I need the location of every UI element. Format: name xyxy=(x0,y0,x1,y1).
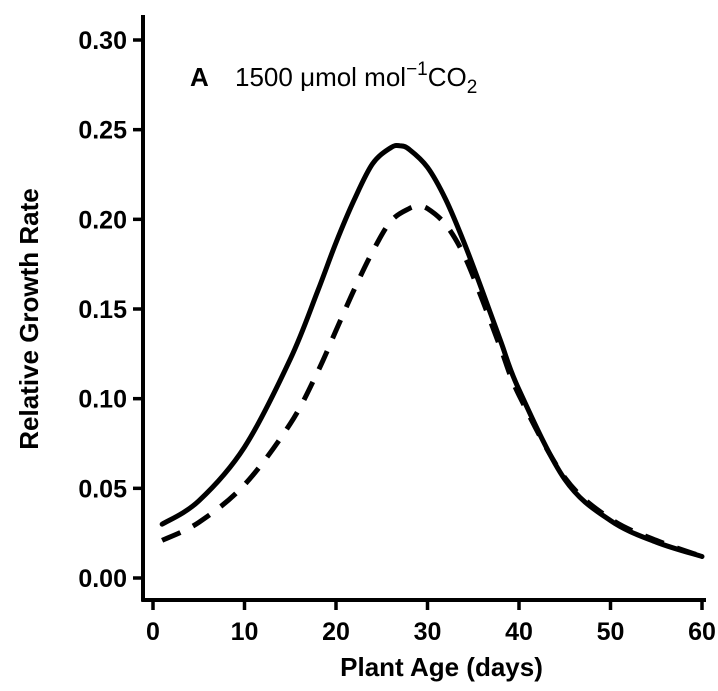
series-layer xyxy=(159,142,705,559)
panel-letter: A xyxy=(190,62,209,92)
label-layer: 0.00 0.05 0.10 0.15 0.20 0.25 0.30 0 10 20 30 40 50 6… xyxy=(14,27,716,682)
y-axis-title: Relative Growth Rate xyxy=(14,188,44,450)
y-tick-label: 0.30 xyxy=(78,27,127,55)
x-tick-label: 50 xyxy=(597,618,625,646)
solid-series-line xyxy=(159,142,705,559)
x-tick-label: 40 xyxy=(505,618,533,646)
x-tick-label: 0 xyxy=(146,618,160,646)
x-tick-label: 10 xyxy=(231,618,259,646)
x-tick-label: 60 xyxy=(688,618,716,646)
co2-concentration-annotation: 1500 μmol mol−1CO2 xyxy=(235,59,477,98)
y-tick-label: 0.00 xyxy=(78,565,127,593)
x-tick-label: 20 xyxy=(322,618,350,646)
y-tick-label: 0.10 xyxy=(78,386,127,414)
y-tick-label: 0.15 xyxy=(78,296,127,324)
y-tick-label: 0.05 xyxy=(78,475,127,503)
y-tick-label: 0.25 xyxy=(78,117,127,145)
dashed-series-line xyxy=(161,204,703,559)
x-tick-label: 30 xyxy=(414,618,442,646)
axes-layer xyxy=(133,15,706,610)
y-tick-label: 0.20 xyxy=(78,206,127,234)
x-axis-title: Plant Age (days) xyxy=(340,652,543,682)
